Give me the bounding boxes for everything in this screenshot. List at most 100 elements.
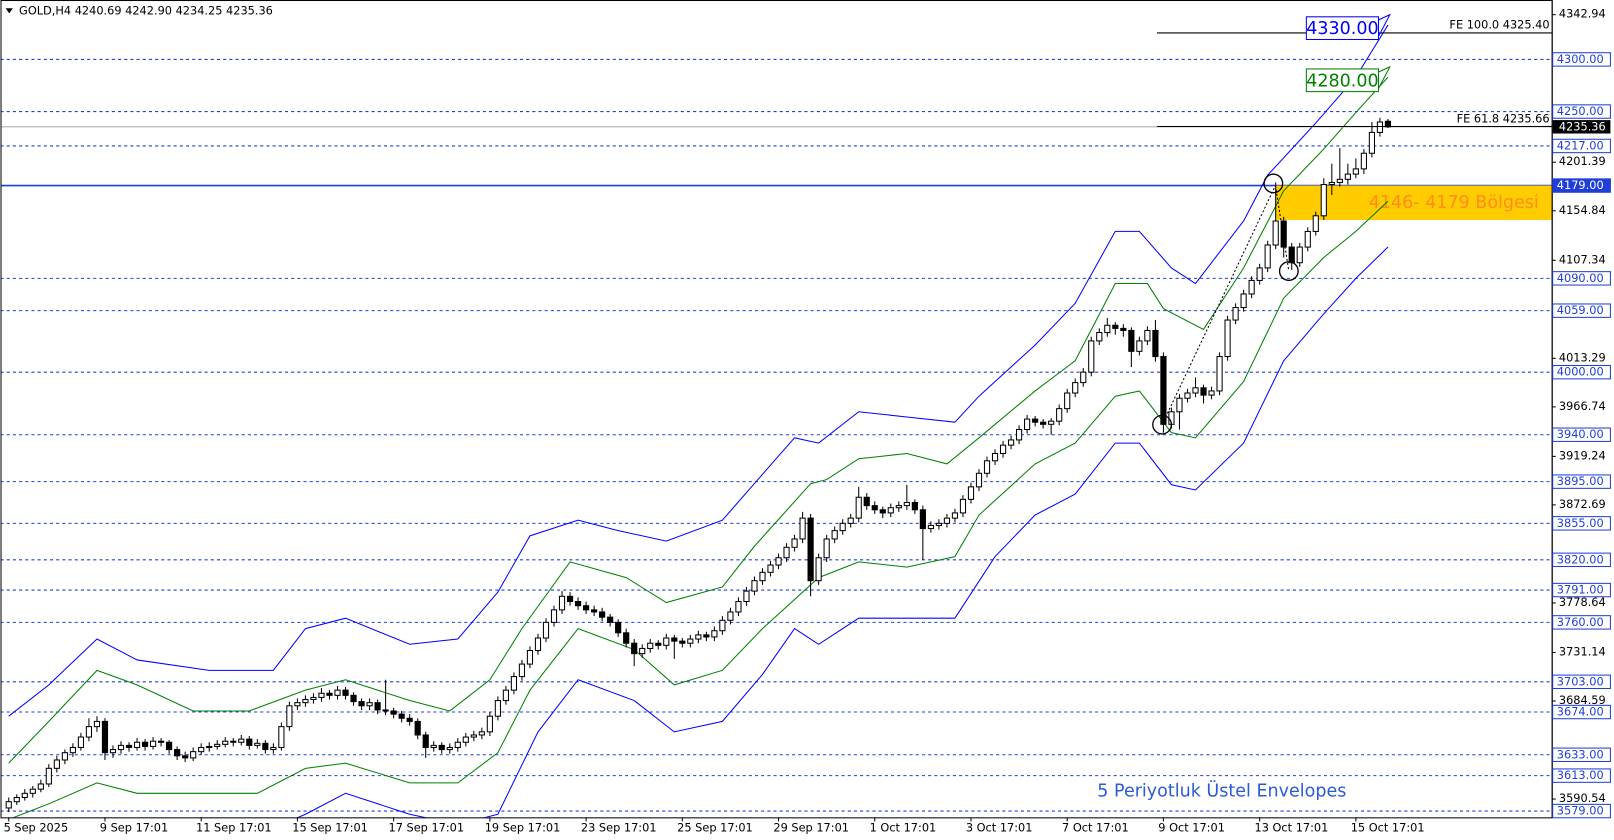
- candle-body: [1144, 329, 1151, 342]
- candle-body: [246, 738, 253, 746]
- candle-body: [286, 705, 293, 728]
- level-tag: [1552, 427, 1611, 442]
- candle-body: [1384, 120, 1392, 128]
- candle-body: [238, 738, 245, 743]
- level-tag: [1552, 768, 1611, 783]
- candle-body: [1256, 267, 1263, 281]
- candle-body: [895, 505, 902, 509]
- candle-body: [222, 740, 229, 745]
- candle-body: [679, 640, 686, 644]
- candle-body: [607, 616, 614, 623]
- y-tick-label: 3590.54: [1559, 791, 1606, 805]
- candle-body: [310, 696, 317, 701]
- level-tag: [1552, 582, 1611, 598]
- level-label: 4000.00: [1557, 365, 1604, 379]
- candle-body: [182, 755, 189, 759]
- candle-body: [975, 472, 983, 488]
- candle-body: [1048, 420, 1055, 425]
- envelope-line: [297, 246, 1389, 818]
- level-label: 3674.00: [1557, 705, 1604, 719]
- candle-body: [61, 752, 68, 761]
- level-tag: [1552, 104, 1611, 119]
- x-tick-label: 5 Sep 2025: [4, 821, 69, 835]
- candle-body: [294, 702, 301, 707]
- candle-body: [1208, 390, 1215, 396]
- candle-body: [695, 634, 702, 640]
- candle-body: [566, 595, 574, 603]
- fe-label: FE 100.0 4325.40: [1449, 18, 1549, 32]
- candle-body: [125, 744, 133, 748]
- candle-body: [959, 498, 967, 514]
- candle-body: [879, 509, 886, 514]
- candle-body: [318, 692, 325, 698]
- candle-body: [703, 634, 710, 638]
- level-tag: [1552, 674, 1611, 690]
- level-label: 4300.00: [1557, 52, 1604, 66]
- candle-body: [1240, 293, 1247, 309]
- candle-body: [1192, 387, 1199, 394]
- candle-body: [735, 601, 742, 613]
- candle-body: [45, 767, 52, 785]
- y-tick-label: 3731.14: [1559, 644, 1606, 658]
- y-tick-label: 4107.34: [1559, 252, 1606, 266]
- candle-body: [599, 611, 606, 618]
- candle-body: [855, 496, 862, 519]
- fe-label: FE 61.8 4235.66: [1457, 111, 1550, 125]
- x-tick-label: 1 Oct 17:01: [870, 821, 937, 835]
- candle-body: [510, 676, 518, 691]
- candle-body: [1136, 340, 1143, 352]
- level-label: 3760.00: [1557, 615, 1604, 629]
- candle-body: [542, 621, 550, 639]
- candle-body: [615, 621, 622, 634]
- candle-body: [422, 734, 429, 748]
- y-tick-label: 4342.94: [1559, 7, 1606, 21]
- candle-body: [639, 647, 646, 655]
- level-label: 3855.00: [1557, 516, 1604, 530]
- candle-body: [37, 783, 44, 790]
- candle-body: [374, 702, 381, 711]
- level-tag: [1552, 364, 1611, 380]
- pivot-circle: [1278, 261, 1299, 282]
- candle-body: [478, 731, 485, 736]
- candle-body: [582, 605, 590, 611]
- candle-body: [29, 788, 36, 794]
- candle-body: [262, 742, 269, 751]
- candle-body: [21, 792, 28, 799]
- candle-body: [1120, 327, 1127, 331]
- candle-body: [1104, 324, 1111, 334]
- candle-body: [1376, 121, 1384, 133]
- plot-area: 4146- 4179 Bölgesi FE 100.0 4325.40 FE 61.…: [1, 13, 1552, 818]
- candle-body: [775, 557, 782, 566]
- candle-body: [1024, 418, 1031, 431]
- candle-body: [117, 744, 125, 751]
- candle-body: [133, 741, 141, 748]
- candle-body: [526, 650, 534, 665]
- level-label: 4059.00: [1557, 303, 1604, 317]
- candle-body: [13, 797, 20, 803]
- candle-body: [1232, 307, 1239, 321]
- candle-body: [53, 759, 60, 769]
- candle-body: [943, 517, 951, 524]
- target-pointer: [1378, 65, 1391, 89]
- candle-body: [927, 524, 934, 530]
- candle-body: [759, 571, 766, 582]
- candle-body: [214, 743, 221, 747]
- candle-body: [1264, 244, 1271, 269]
- candle-body: [334, 689, 341, 696]
- candle-body: [254, 742, 261, 746]
- candle-body: [1184, 392, 1191, 399]
- x-tick-label: 9 Sep 17:01: [100, 821, 168, 835]
- candle-body: [390, 710, 397, 715]
- pivot-circle: [1152, 414, 1173, 435]
- x-tick-label: 23 Sep 17:01: [581, 821, 657, 835]
- candle-body: [1312, 215, 1319, 232]
- candle-body: [791, 538, 798, 548]
- candle-body: [109, 749, 117, 754]
- candle-body: [350, 694, 357, 703]
- y-tick-label: 3684.59: [1559, 693, 1606, 707]
- candle-body: [382, 709, 389, 712]
- candle-body: [751, 580, 758, 592]
- level-label: 4179.00: [1557, 178, 1604, 192]
- level-tag: [1552, 138, 1611, 154]
